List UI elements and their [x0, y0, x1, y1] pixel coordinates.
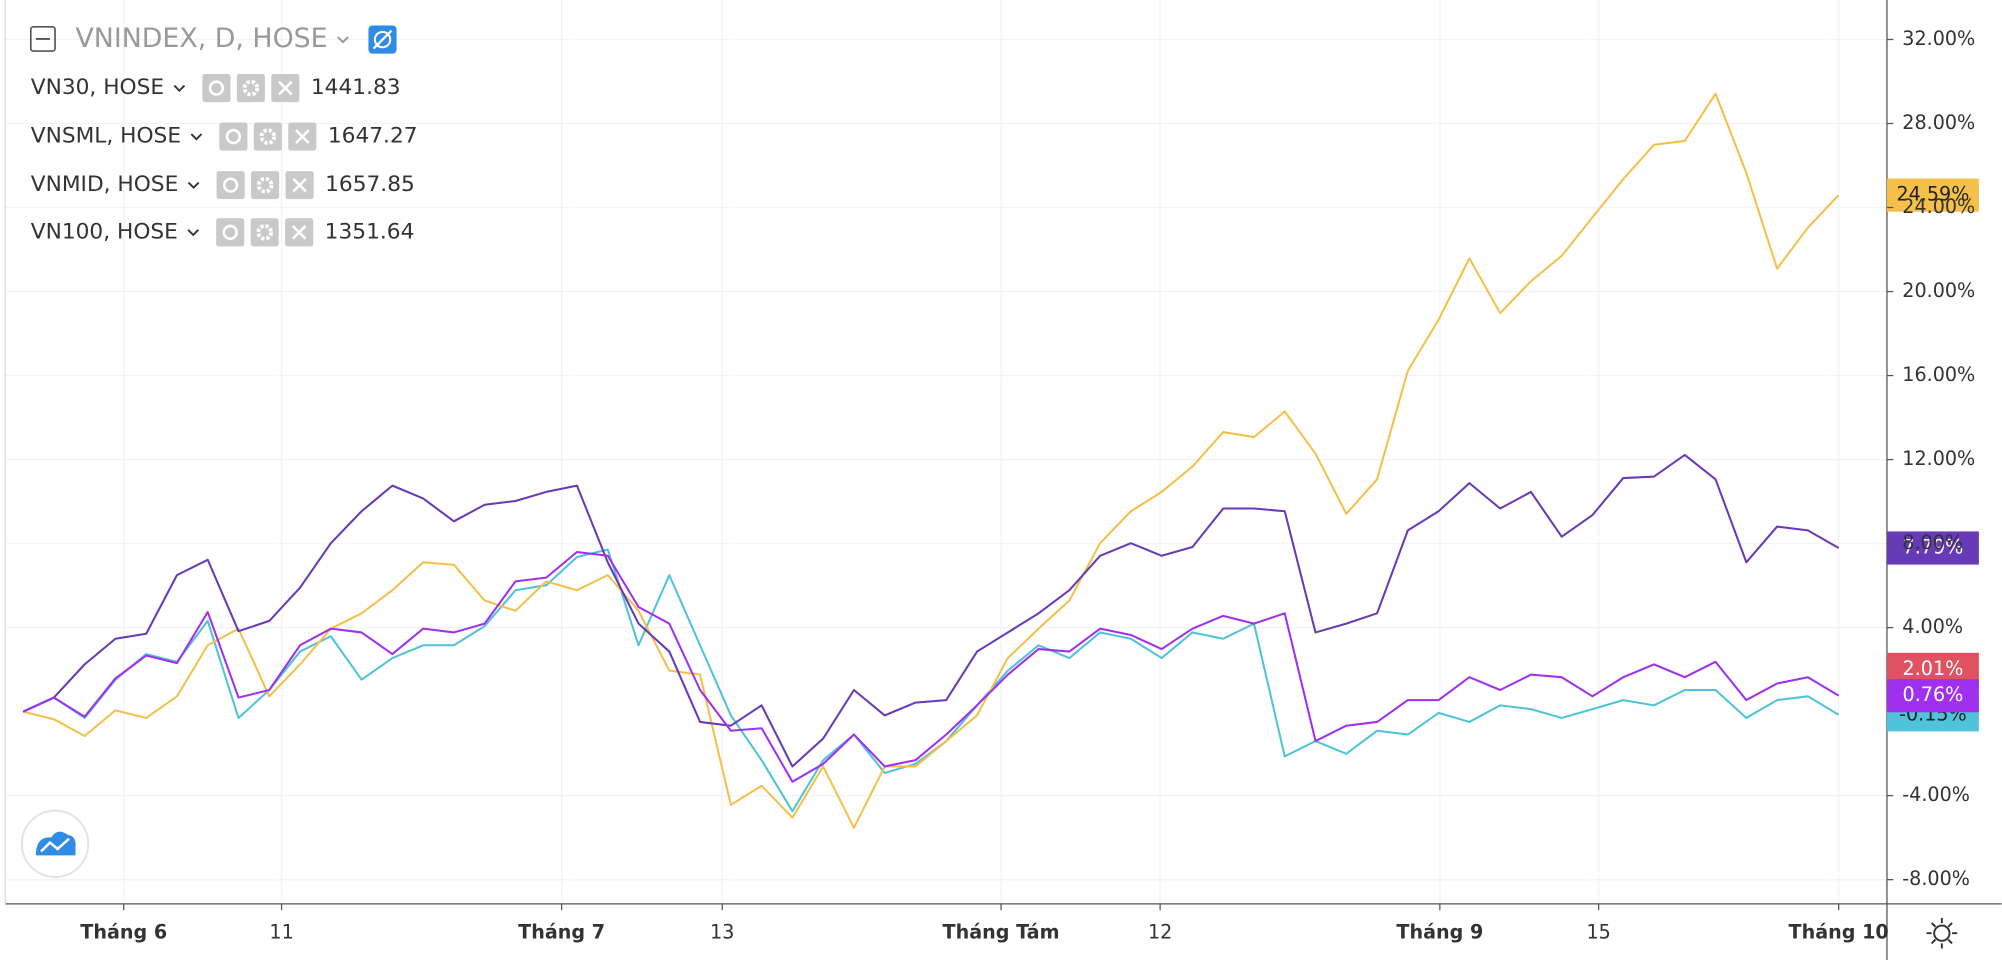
price-label: 7.79% — [1903, 536, 1964, 559]
settings-sun[interactable] — [1926, 917, 1958, 949]
gear-button[interactable] — [253, 122, 282, 151]
x-tick-label: Tháng 7 — [518, 921, 605, 944]
eye-icon — [222, 177, 239, 193]
y-tick-label: 32.00% — [1902, 27, 1975, 50]
x-tick-label: Tháng Tám — [943, 921, 1060, 944]
sun-core — [1933, 924, 1951, 942]
gear-icon — [256, 224, 273, 241]
x-tick-label: 11 — [269, 921, 293, 944]
price-label-box — [1886, 531, 1979, 565]
collapse-button[interactable] — [29, 25, 56, 52]
y-tick-label: 12.00% — [1902, 447, 1975, 470]
y-tick-label: 24.00% — [1902, 195, 1975, 218]
x-tick-label: 13 — [710, 921, 734, 944]
x-tick-label: Tháng 10 — [1789, 921, 1889, 944]
legend-value: 1351.64 — [325, 219, 415, 244]
eye-button[interactable] — [219, 122, 248, 151]
series-line — [22, 92, 1840, 829]
close-icon — [291, 225, 307, 240]
y-tick-label: -8.00% — [1902, 867, 1970, 890]
series-line — [22, 453, 1840, 768]
legend-name[interactable]: VN100, HOSE — [31, 219, 178, 244]
eye-button[interactable] — [202, 74, 231, 103]
logo-line — [40, 837, 70, 853]
gear-button[interactable] — [251, 171, 280, 200]
eye-button[interactable] — [216, 218, 245, 247]
grid — [5, 0, 1887, 904]
y-tick-label: 4.00% — [1902, 615, 1963, 638]
sun-rays — [1926, 917, 1958, 949]
price-label-box — [1886, 178, 1979, 212]
x-tick-label: Tháng 6 — [80, 921, 167, 944]
eye-icon — [222, 224, 238, 241]
x-tick-label: 12 — [1148, 921, 1172, 944]
legend-name[interactable]: VN30, HOSE — [31, 75, 164, 100]
y-tick-label: -4.00% — [1902, 783, 1970, 806]
price-label-box — [1886, 679, 1979, 713]
price-labels: 2.01%-0.15%24.59%7.79%0.76% — [1886, 178, 1979, 732]
collapse-box — [29, 25, 56, 52]
close-icon — [295, 129, 310, 144]
eye-button[interactable] — [216, 171, 245, 200]
y-tick-label: 20.00% — [1902, 279, 1975, 302]
visibility-toggle[interactable] — [368, 25, 397, 54]
chevron[interactable] — [187, 181, 200, 190]
gear-icon — [256, 176, 274, 194]
gear-button[interactable] — [250, 218, 279, 247]
legend: VN30, HOSE 1441.83 VNSML, HOSE 1647.27 VNMID… — [31, 74, 418, 247]
legend-value: 1441.83 — [311, 75, 401, 100]
close-icon — [278, 80, 293, 96]
logo-cloud — [35, 831, 76, 856]
x-tick-label: Tháng 9 — [1396, 921, 1483, 944]
eye-icon — [208, 80, 225, 96]
eye-icon — [225, 128, 242, 145]
gear-button[interactable] — [236, 74, 265, 103]
legend-name[interactable]: VNMID, HOSE — [31, 172, 179, 197]
lines — [22, 92, 1840, 829]
logo[interactable] — [20, 809, 90, 878]
eye-off-slash — [372, 29, 393, 50]
series-line — [22, 550, 1840, 783]
legend-value: 1657.85 — [325, 172, 415, 197]
x-tick-label: 15 — [1586, 921, 1610, 944]
legend-name[interactable]: VNSML, HOSE — [31, 124, 181, 149]
y-tick-label: 16.00% — [1902, 363, 1975, 386]
gear-icon — [242, 79, 260, 97]
chevron[interactable] — [187, 229, 199, 237]
chevron[interactable] — [337, 36, 349, 44]
y-tick-label: 8.00% — [1902, 531, 1963, 554]
y-tick-label: 28.00% — [1902, 111, 1975, 134]
eye-off-circle — [373, 30, 392, 49]
price-label: 2.01% — [1903, 657, 1964, 680]
chevron[interactable] — [190, 133, 203, 141]
price-label: 0.76% — [1903, 683, 1964, 706]
price-label: 24.59% — [1896, 183, 1969, 206]
chart-title[interactable]: VNINDEX, D, HOSE — [75, 23, 327, 54]
legend-value: 1647.27 — [328, 124, 418, 149]
close-icon — [292, 177, 307, 193]
chevron[interactable] — [173, 84, 186, 92]
